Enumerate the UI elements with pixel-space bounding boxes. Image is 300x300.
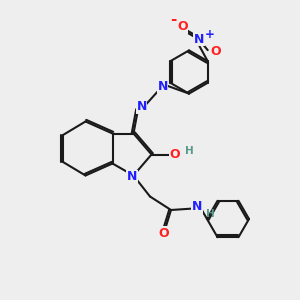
Text: O: O — [169, 148, 180, 161]
Text: H: H — [184, 146, 194, 156]
Text: N: N — [192, 200, 202, 214]
Text: O: O — [177, 20, 188, 33]
Text: -: - — [170, 12, 176, 27]
Text: N: N — [158, 80, 168, 94]
Text: N: N — [127, 170, 137, 184]
Text: O: O — [158, 226, 169, 240]
Text: O: O — [210, 45, 220, 58]
Text: N: N — [136, 100, 147, 113]
Text: +: + — [204, 28, 214, 41]
Text: N: N — [194, 33, 204, 46]
Text: H: H — [206, 209, 214, 219]
